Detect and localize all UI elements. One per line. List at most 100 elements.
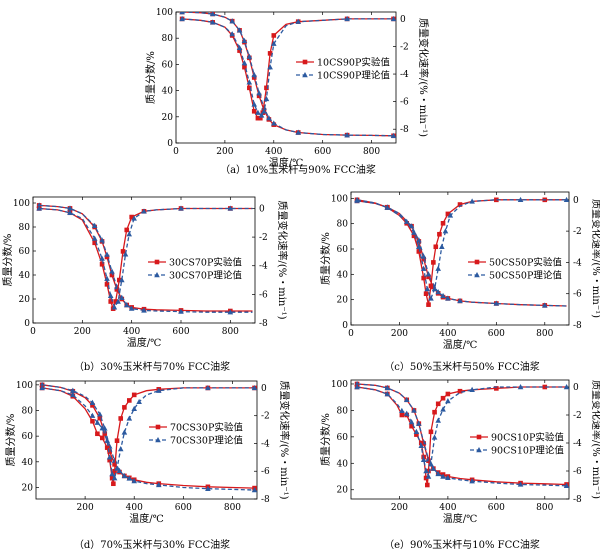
data-point-theory — [425, 456, 432, 462]
data-point-theory — [89, 412, 96, 418]
y-tick-label: 80 — [22, 407, 34, 417]
chart-caption: （c）50%玉米杆与50% FCC油浆 — [384, 360, 539, 373]
y-axis-label-right: 质量变化速率/(%・min⁻¹) — [276, 200, 289, 319]
x-tick-label: 0 — [348, 329, 354, 339]
data-point-exp — [267, 51, 273, 56]
data-point-theory — [111, 304, 118, 310]
legend-marker-exp — [476, 434, 482, 440]
x-tick-label: 0 — [173, 147, 179, 157]
series-group — [354, 196, 569, 308]
y2-tick-label: -2 — [573, 227, 582, 237]
data-point-exp — [129, 214, 134, 220]
data-point-theory — [418, 442, 425, 448]
data-point-theory — [408, 419, 415, 425]
data-point-exp — [114, 438, 120, 443]
y2-tick-label: -4 — [400, 70, 409, 80]
y-tick-label: 100 — [156, 8, 173, 18]
data-point-theory — [493, 300, 500, 306]
legend-label-exp: 30CS70P实验值 — [169, 257, 242, 269]
data-point-theory — [469, 198, 475, 204]
data-point-exp — [445, 211, 451, 217]
y-axis-label-left: 质量分数/% — [319, 413, 332, 466]
x-tick-label: 800 — [536, 503, 553, 513]
x-tick-label: 400 — [439, 329, 456, 339]
x-tick-label: 800 — [224, 503, 241, 513]
y-tick-label: 0 — [167, 139, 173, 149]
x-axis-label: 温度/℃ — [269, 156, 304, 169]
y-tick-label: 100 — [331, 380, 348, 390]
data-point-theory — [126, 475, 133, 481]
x-tick-label: 200 — [391, 503, 408, 513]
data-point-theory — [246, 53, 253, 59]
data-point-exp — [100, 435, 105, 441]
y2-tick-label: -6 — [259, 290, 268, 300]
x-tick-label: 200 — [74, 327, 91, 337]
legend-label-theory: 70CS30P理论值 — [170, 435, 243, 447]
y-axis-label-left: 质量分数/% — [319, 232, 332, 285]
y-axis-label-right: 质量变化速率/(%・min⁻¹) — [278, 380, 291, 499]
x-tick-label: 600 — [175, 503, 192, 513]
data-point-theory — [205, 384, 211, 391]
data-point-exp — [104, 254, 110, 260]
legend-marker-theory — [155, 437, 161, 443]
data-point-exp — [409, 423, 414, 429]
data-point-exp — [127, 398, 132, 403]
data-point-theory — [420, 253, 427, 259]
data-point-exp — [109, 475, 115, 481]
y-tick-label: 80 — [337, 220, 349, 230]
y-tick-label: 100 — [16, 381, 33, 391]
data-point-theory — [428, 461, 434, 467]
legend-marker-theory — [302, 72, 308, 78]
x-axis-label: 温度/℃ — [129, 512, 164, 525]
data-point-theory — [70, 391, 76, 398]
y2-tick-label: 0 — [573, 383, 579, 393]
y-tick-label: 100 — [13, 199, 30, 209]
data-point-theory — [431, 434, 438, 440]
data-point-theory — [109, 471, 115, 477]
chart-panel-c: 0 200 400 600 800 0 20 40 60 80 100 0 -2 -4 -6 -8 温度/℃ 质量… — [319, 191, 600, 373]
y-tick-label: 40 — [337, 459, 349, 469]
data-point-theory — [420, 456, 427, 462]
y-tick-label: 40 — [19, 271, 31, 281]
data-point-theory — [440, 292, 446, 299]
x-tick-label: 400 — [126, 503, 143, 513]
x-tick-label: 600 — [488, 503, 505, 513]
data-point-exp — [425, 482, 430, 488]
data-point-theory — [445, 295, 451, 301]
data-point-exp — [92, 240, 97, 246]
y2-tick-label: -8 — [259, 319, 268, 329]
data-point-exp — [494, 386, 499, 391]
data-point-exp — [90, 418, 95, 424]
data-point-theory — [106, 454, 113, 460]
data-point-theory — [107, 292, 114, 298]
data-point-exp — [494, 197, 499, 203]
legend-label-theory: 90CS10P理论值 — [491, 445, 564, 457]
series-exp-right-line — [356, 199, 567, 305]
data-point-theory — [70, 387, 76, 393]
y2-tick-label: -2 — [573, 411, 582, 421]
data-point-exp — [251, 108, 257, 114]
y-tick-label: 80 — [162, 34, 174, 44]
data-point-exp — [423, 475, 429, 481]
data-point-theory — [115, 298, 121, 304]
data-point-exp — [423, 291, 429, 297]
y-tick-label: 20 — [337, 296, 349, 306]
x-tick-label: 400 — [439, 503, 456, 513]
legend-marker-exp — [154, 259, 160, 265]
data-point-theory — [229, 18, 236, 24]
data-point-exp — [112, 468, 117, 474]
x-tick-label: 600 — [488, 329, 505, 339]
y2-tick-label: -6 — [573, 290, 582, 300]
data-point-exp — [255, 115, 261, 121]
data-point-exp — [242, 64, 247, 70]
data-point-theory — [241, 60, 248, 66]
data-point-theory — [179, 12, 185, 15]
data-point-theory — [263, 95, 270, 102]
data-point-exp — [251, 75, 257, 80]
data-point-exp — [104, 282, 110, 287]
data-point-theory — [416, 237, 422, 243]
data-point-theory — [131, 215, 137, 221]
data-point-theory — [209, 19, 216, 25]
